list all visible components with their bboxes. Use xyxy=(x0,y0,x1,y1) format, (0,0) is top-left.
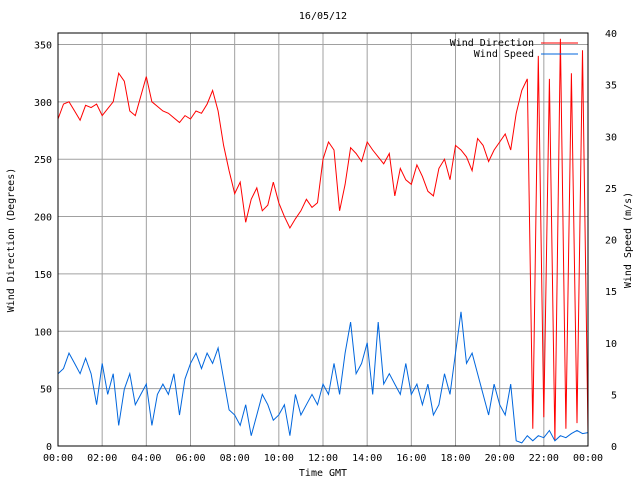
plot-frame xyxy=(57,32,589,447)
y-right-tick-labels: 0 5 10 15 20 25 30 35 40 xyxy=(605,29,617,453)
y-right-tick-label: 35 xyxy=(605,81,617,92)
x-tick-label: 14:00 xyxy=(352,453,382,464)
series-line-wind-direction xyxy=(57,38,589,441)
x-tick-label: 10:00 xyxy=(264,453,294,464)
y-left-tick-label: 300 xyxy=(34,98,52,109)
y-left-axis-label: Wind Direction (Degrees) xyxy=(6,168,17,313)
y-left-tick-label: 250 xyxy=(34,155,52,166)
y-right-tick-label: 30 xyxy=(605,132,617,143)
x-tick-label: 18:00 xyxy=(440,453,470,464)
x-tick-label: 02:00 xyxy=(87,453,117,464)
y-right-tick-label: 10 xyxy=(605,339,617,350)
legend-label-wind-direction: Wind Direction xyxy=(450,38,534,49)
x-tick-label: 20:00 xyxy=(485,453,515,464)
y-right-tick-label: 20 xyxy=(605,236,617,247)
y-left-tick-labels: 0 50 100 150 200 250 300 350 xyxy=(34,40,52,453)
y-left-tick-label: 100 xyxy=(34,327,52,338)
x-tick-label: 12:00 xyxy=(308,453,338,464)
grid xyxy=(58,33,588,446)
y-left-tick-label: 200 xyxy=(34,213,52,224)
y-right-tick-label: 0 xyxy=(611,442,617,453)
y-right-tick-label: 25 xyxy=(605,184,617,195)
y-right-tick-label: 5 xyxy=(611,390,617,401)
series-line-wind-speed xyxy=(57,311,589,444)
y-right-axis-label: Wind Speed (m/s) xyxy=(623,192,634,288)
y-left-tick-label: 350 xyxy=(34,40,52,51)
x-tick-label: 16:00 xyxy=(396,453,426,464)
y-right-tick-label: 15 xyxy=(605,287,617,298)
y-left-tick-label: 0 xyxy=(46,442,52,453)
x-tick-label: 22:00 xyxy=(529,453,559,464)
chart-title: 16/05/12 xyxy=(299,11,347,22)
x-tick-label: 06:00 xyxy=(175,453,205,464)
y-left-tick-label: 50 xyxy=(40,385,52,396)
series-layer xyxy=(57,38,589,444)
y-left-tick-label: 150 xyxy=(34,270,52,281)
x-axis-label: Time GMT xyxy=(299,468,347,479)
legend: Wind Direction Wind Speed xyxy=(450,38,578,60)
x-tick-label: 08:00 xyxy=(220,453,250,464)
x-tick-label: 00:00 xyxy=(573,453,603,464)
y-right-tick-label: 40 xyxy=(605,29,617,40)
x-tick-label: 00:00 xyxy=(43,453,73,464)
x-tick-labels: 00:00 02:00 04:00 06:00 08:00 10:00 12:00 14:00… xyxy=(43,453,603,464)
x-tick-label: 04:00 xyxy=(131,453,161,464)
legend-label-wind-speed: Wind Speed xyxy=(474,49,534,60)
